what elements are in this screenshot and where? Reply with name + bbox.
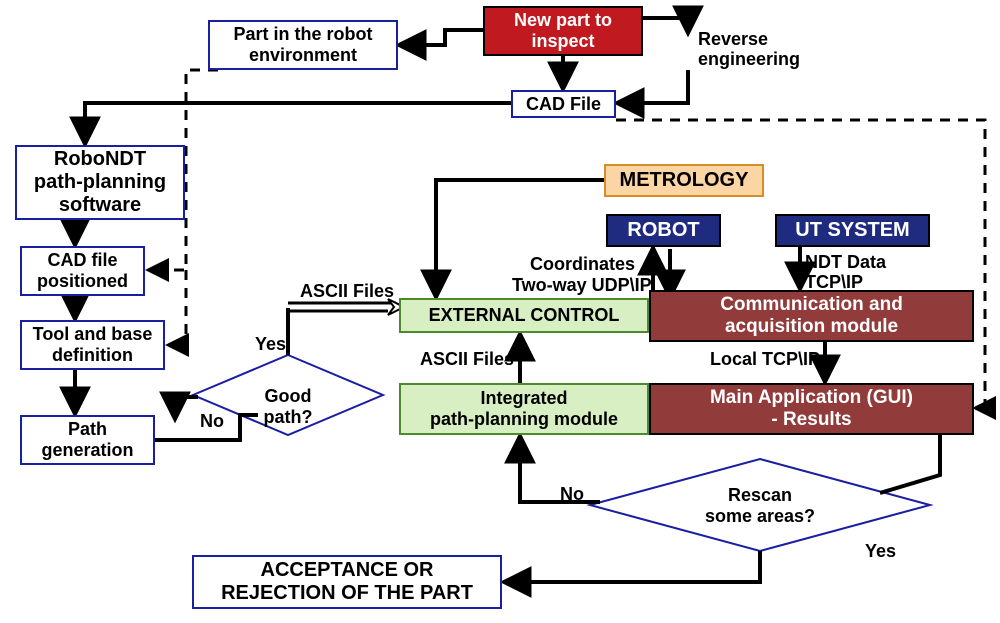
label-no-rescan: No xyxy=(560,485,584,505)
node-label: Part in the robotenvironment xyxy=(234,24,373,65)
node-robot: ROBOT xyxy=(606,214,721,247)
node-main-app: Main Application (GUI)- Results xyxy=(649,383,974,435)
node-robondt: RoboNDTpath-planningsoftware xyxy=(15,145,185,220)
node-tool-base: Tool and basedefinition xyxy=(20,320,165,370)
node-label: EXTERNAL CONTROL xyxy=(429,305,620,326)
label-yes-rescan: Yes xyxy=(865,542,896,562)
diamond-good-path-label: Good path? xyxy=(238,386,338,428)
diamond-label: Good path? xyxy=(264,386,313,427)
label-tcpip: TCP\IP xyxy=(805,273,863,293)
node-label: New part toinspect xyxy=(514,10,612,51)
label-no-good: No xyxy=(200,412,224,432)
label-ascii-1: ASCII Files xyxy=(300,282,394,302)
node-part-env: Part in the robotenvironment xyxy=(208,20,398,70)
node-integrated-path: Integratedpath-planning module xyxy=(399,383,649,435)
node-label: Main Application (GUI)- Results xyxy=(710,387,913,431)
node-new-part: New part toinspect xyxy=(483,6,643,56)
node-label: ACCEPTANCE ORREJECTION OF THE PART xyxy=(221,559,473,605)
node-label: UT SYSTEM xyxy=(795,219,909,242)
node-label: Integratedpath-planning module xyxy=(430,388,618,429)
node-ut-system: UT SYSTEM xyxy=(775,214,930,247)
label-reverse-eng: Reverseengineering xyxy=(698,30,800,70)
label-ascii-2: ASCII Files xyxy=(420,350,514,370)
diamond-label: Rescansome areas? xyxy=(705,485,815,526)
node-label: CAD filepositioned xyxy=(37,250,128,291)
label-coords: Coordinates xyxy=(530,255,635,275)
node-metrology: METROLOGY xyxy=(604,164,764,197)
node-label: CAD File xyxy=(526,94,601,115)
label-localtcp: Local TCP\IP xyxy=(710,350,820,370)
node-comm-acq: Communication andacquisition module xyxy=(649,290,974,342)
node-cad-file: CAD File xyxy=(511,90,616,118)
node-path-gen: Pathgeneration xyxy=(20,415,155,465)
label-yes-good: Yes xyxy=(255,335,286,355)
diamond-rescan-label: Rescansome areas? xyxy=(700,485,820,527)
node-label: Communication andacquisition module xyxy=(720,294,903,338)
node-label: ROBOT xyxy=(627,219,699,242)
node-external-control: EXTERNAL CONTROL xyxy=(399,298,649,333)
label-ndt: NDT Data xyxy=(805,253,886,273)
node-label: Tool and basedefinition xyxy=(33,324,153,365)
node-label: METROLOGY xyxy=(620,169,749,192)
label-udpip: Two-way UDP\IP xyxy=(512,276,652,296)
node-label: RoboNDTpath-planningsoftware xyxy=(34,148,166,217)
node-acceptance: ACCEPTANCE ORREJECTION OF THE PART xyxy=(192,555,502,609)
node-cad-positioned: CAD filepositioned xyxy=(20,246,145,296)
node-label: Pathgeneration xyxy=(41,419,133,460)
